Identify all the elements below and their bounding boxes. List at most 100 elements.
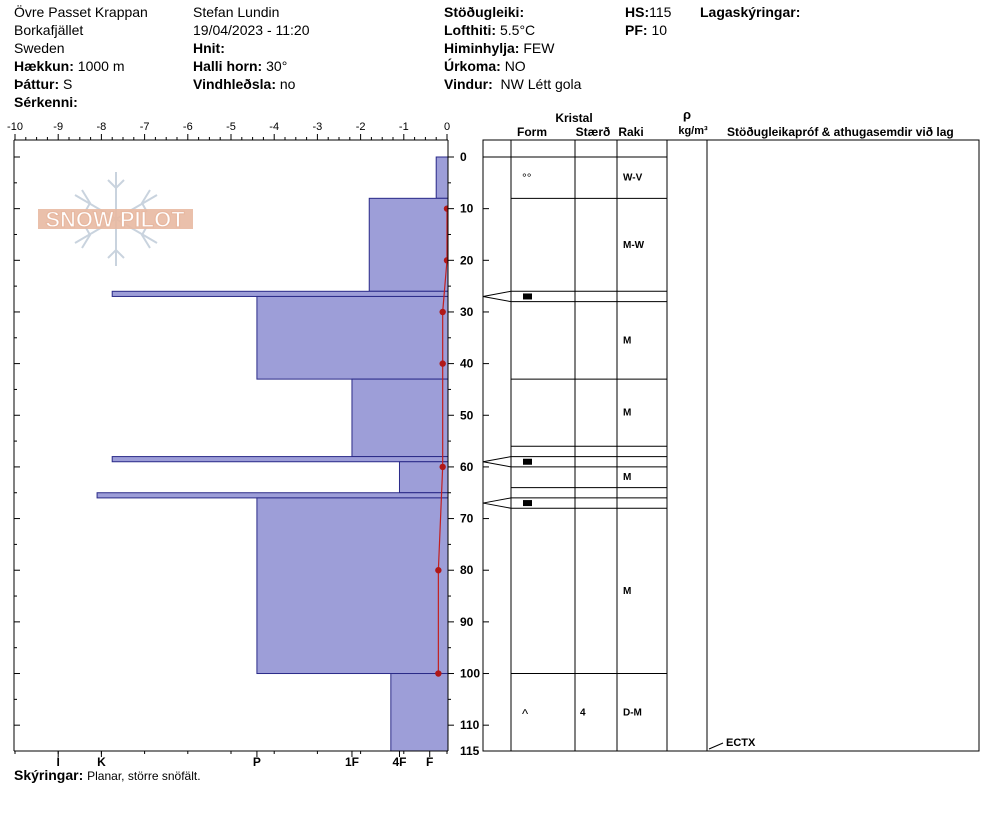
depth-tick-label: 80 [460,563,474,577]
moisture-label: M [623,586,631,597]
hs-value: 115 [649,4,672,20]
header-rho-unit: kg/m³ [678,125,708,137]
hardness-bar [111,290,448,297]
pf-label: PF: [625,22,648,38]
hardness-tick-label: 4F [392,755,406,769]
features-row: Sérkenni: [14,93,148,111]
watermark-band [38,209,193,229]
header-size: Stærð [576,125,611,139]
aspect-value: S [63,76,73,92]
layer-connector [482,502,512,509]
footer-notes-label: Skýringar: [14,767,84,783]
depth-tick-label: 100 [460,667,480,681]
datetime: 19/04/2023 - 11:20 [193,22,310,38]
precip-label: Úrkoma: [444,58,501,74]
depth-tick-label: 50 [460,408,474,422]
temp-tick-label: -7 [140,121,150,133]
precip-value: NO [504,58,526,74]
watermark-banner [38,209,193,229]
grain-size: 4 [580,707,586,718]
stability-label: Stöðugleiki: [444,4,525,20]
hardness-tick-label: K [97,755,106,769]
header-col2: Stefan Lundin 19/04/2023 - 11:20 Hnit: H… [193,3,310,93]
slope-label: Halli horn: [193,58,263,74]
layer-connector [482,461,512,468]
footer-notes: Skýringar: Planar, större snöfält. [14,767,201,783]
air-temp-value: 5.5°C [499,22,536,38]
slope-row: Halli horn: 30° [193,57,310,75]
header-moisture: Raki [618,125,643,139]
sky-row: Himinhylja: FEW [444,39,581,57]
hardness-bar [256,497,448,675]
elevation-value: 1000 m [77,58,125,74]
layer-notes-label: Lagaskýringar: [700,4,801,20]
temp-tick-label: -3 [313,121,323,133]
hardness-bar [351,378,448,458]
temp-tick-label: -10 [7,121,23,133]
layer-table-frame [482,139,980,752]
header-comments: Stöðugleikapróf & athugasemdir við lag [727,125,954,139]
depth-tick-label: 20 [460,253,474,267]
temp-tick-label: -9 [53,121,63,133]
header-col1: Övre Passet Krappan Borkafjället Sweden … [14,3,148,111]
temperature-point [435,567,442,574]
watermark-text: SNOW PILOT [45,207,185,232]
temperature-point [439,463,446,471]
stability-row: Stöðugleiki: [444,3,581,21]
layer-connector [482,456,512,463]
temp-tick-label: -1 [399,121,409,133]
moisture-label: M-W [623,240,645,251]
layer-connector [482,497,512,504]
test-result-arrow [708,742,724,750]
elevation-row: Hækkun: 1000 m [14,57,148,75]
grain-form-surface-hoar-icon [523,458,532,465]
hardness-bar [96,492,448,499]
pf-row: PF: 10 [625,21,671,39]
hardness-bar [390,673,448,751]
aspect-label: Þáttur: [14,76,60,92]
precip-row: Úrkoma: NO [444,57,581,75]
header-form: Form [517,125,547,139]
air-temp-label: Lofthiti: [444,22,497,38]
depth-tick-label: 40 [460,357,474,371]
wind-loading-row: Vindhleðsla: no [193,75,310,93]
wind-value: NW Létt gola [500,76,582,92]
temp-tick-label: -8 [97,121,107,133]
moisture-label: M [623,335,631,346]
coords-label: Hnit: [193,40,225,56]
hardness-bar [111,456,448,463]
hardness-tick-label: I [57,755,60,769]
hardness-tick-label: P [253,755,261,769]
temp-tick-label: 0 [444,121,450,133]
features-label: Sérkenni: [14,94,78,110]
temperature-point [443,257,448,264]
depth-tick-label: 60 [460,460,474,474]
depth-tick-label: 30 [460,305,474,319]
moisture-label: M [623,408,631,419]
slope-value: 30° [266,58,288,74]
depth-tick-label: 90 [460,615,474,629]
wind-row: Vindur: NW Létt gola [444,75,581,93]
depth-tick-label: 70 [460,512,474,526]
aspect-row: Þáttur: S [14,75,148,93]
wind-loading-value: no [279,76,296,92]
header-col4: HS:115 PF: 10 [625,3,671,39]
hardness-tick-label: F [426,755,433,769]
range: Borkafjället [14,22,84,38]
temperature-point [443,205,448,212]
coords-row: Hnit: [193,39,310,57]
layer-notes-row: Lagaskýringar: [700,3,800,21]
sky-value: FEW [523,40,555,56]
country: Sweden [14,40,65,56]
layer-connector [482,290,512,297]
header-rho: ρ [683,107,691,122]
hardness-bar [435,156,448,199]
sky-label: Himinhylja: [444,40,520,56]
hardness-bar [256,295,448,380]
temperature-point [439,360,446,367]
air-temp-row: Lofthiti: 5.5°C [444,21,581,39]
hs-label: HS: [625,4,650,20]
temp-tick-label: -6 [183,121,193,133]
wind-loading-label: Vindhleðsla: [193,76,276,92]
